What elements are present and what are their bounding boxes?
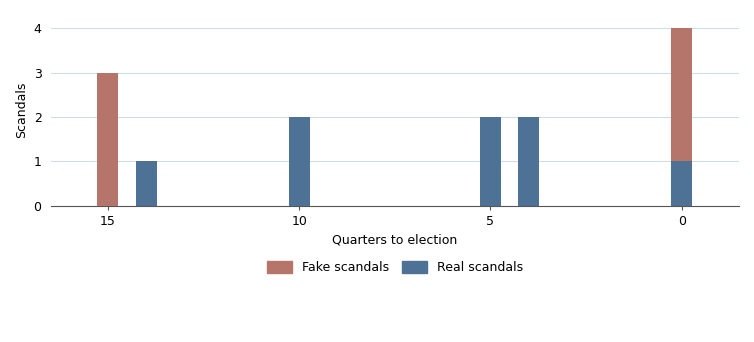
Bar [480, 117, 501, 206]
Bar [671, 28, 692, 206]
Bar [518, 117, 539, 206]
Bar [97, 73, 118, 206]
Bar [671, 161, 692, 206]
Y-axis label: Scandals: Scandals [15, 82, 28, 139]
Bar [289, 117, 310, 206]
Bar [480, 161, 501, 206]
Legend: Fake scandals, Real scandals: Fake scandals, Real scandals [262, 256, 528, 279]
Bar [136, 161, 157, 206]
X-axis label: Quarters to election: Quarters to election [333, 233, 458, 246]
